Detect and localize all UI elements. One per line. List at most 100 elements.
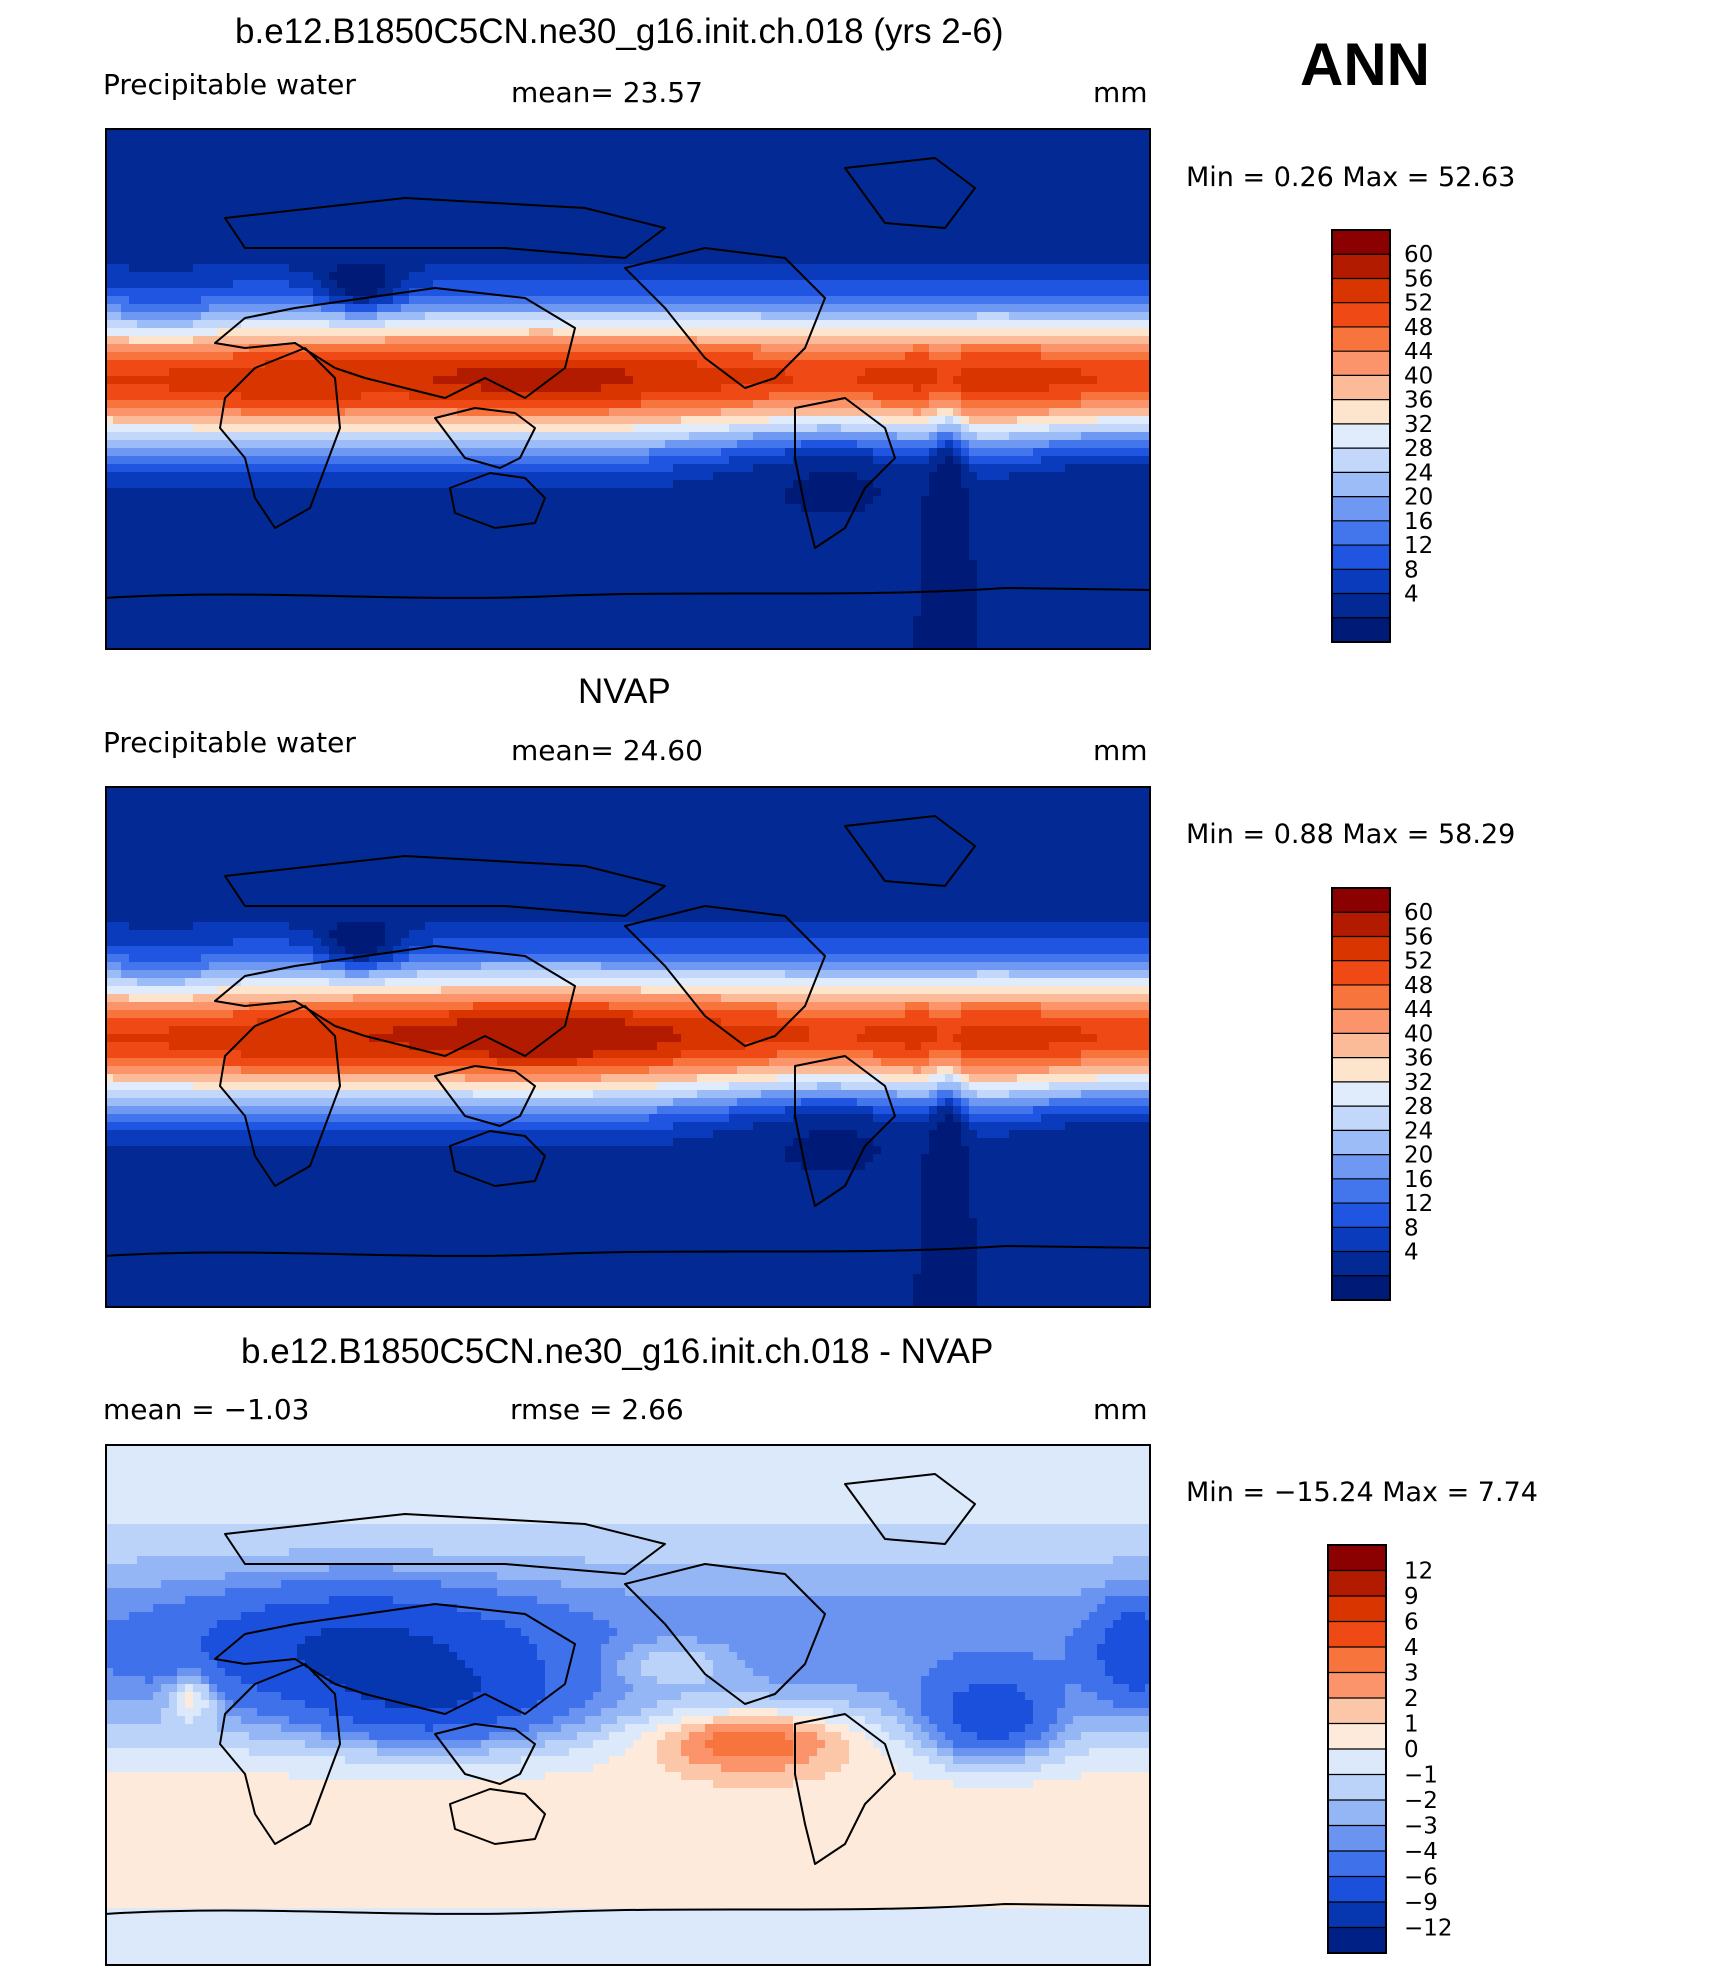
colorbar-swatch [1332, 302, 1390, 328]
colorbar-swatch [1332, 888, 1390, 913]
season-label: ANN [1300, 30, 1430, 99]
colorbar-tick-label: 4 [1404, 1240, 1419, 1266]
colorbar-swatch [1332, 1154, 1390, 1180]
panel3-colorbar: 12 9 6 4 3 2 1 0 −1 −2 −3 −4 −6 −9 −12 [1326, 1543, 1496, 1960]
colorbar-swatch [1332, 1203, 1390, 1228]
coastline [224, 197, 666, 259]
colorbar-tick-label: −1 [1404, 1763, 1438, 1789]
colorbar-swatch [1332, 617, 1390, 643]
colorbar-swatch [1328, 1672, 1386, 1699]
colorbar-tick-label: 48 [1404, 973, 1433, 999]
colorbar-swatch [1328, 1647, 1386, 1673]
panel2-units-label: mm [1093, 734, 1148, 767]
coastline [224, 1513, 666, 1575]
colorbar-swatch [1332, 569, 1390, 595]
panel1-title: b.e12.B1850C5CN.ne30_g16.init.ch.018 (yr… [235, 12, 1004, 52]
colorbar-tick-label: −4 [1404, 1839, 1438, 1865]
colorbar-swatch [1332, 1178, 1390, 1204]
coastline [844, 157, 976, 229]
colorbar-swatch [1328, 1774, 1386, 1801]
coastline [624, 247, 826, 389]
coastline [214, 945, 576, 1057]
colorbar-tick-label: 36 [1404, 1046, 1433, 1072]
colorbar-tick-label: 9 [1404, 1584, 1419, 1610]
colorbar-swatch [1332, 423, 1390, 449]
colorbar-swatch [1332, 399, 1390, 425]
colorbar-tick-label: 32 [1404, 1070, 1433, 1096]
colorbar-swatch [1328, 1545, 1386, 1571]
colorbar-swatch [1332, 1106, 1390, 1131]
colorbar-tick-label: 52 [1404, 291, 1433, 317]
colorbar-tick-label: 4 [1404, 1635, 1419, 1661]
colorbar-swatch [1328, 1621, 1386, 1648]
colorbar-swatch [1332, 936, 1390, 962]
coastline [219, 1005, 341, 1187]
panel2-title: NVAP [578, 672, 671, 712]
colorbar-swatch [1332, 1275, 1390, 1301]
colorbar-swatch [1332, 1227, 1390, 1253]
panel3-title: b.e12.B1850C5CN.ne30_g16.init.ch.018 - N… [241, 1332, 993, 1372]
coastline [214, 287, 576, 399]
colorbar-swatch [1332, 278, 1390, 304]
colorbar-tick-label: 56 [1404, 924, 1433, 950]
colorbar-tick-label: 48 [1404, 315, 1433, 341]
panel1-map [104, 128, 1154, 657]
colorbar-swatch [1332, 496, 1390, 522]
panel2-mean-label: mean= 24.60 [511, 734, 703, 767]
coastline [844, 815, 976, 887]
coastline [794, 397, 896, 549]
colorbar-swatch [1328, 1800, 1386, 1826]
panel1-minmax: Min = 0.26 Max = 52.63 [1186, 162, 1515, 193]
colorbar-swatch [1332, 1130, 1390, 1156]
colorbar-tick-label: 6 [1404, 1610, 1419, 1636]
colorbar-tick-label: 40 [1404, 1021, 1433, 1047]
colorbar-tick-label: 44 [1404, 339, 1433, 365]
colorbar-tick-label: 16 [1404, 509, 1433, 535]
colorbar-tick-label: 52 [1404, 949, 1433, 975]
colorbar-tick-label: 60 [1404, 242, 1433, 268]
colorbar-tick-label: 12 [1404, 533, 1433, 559]
coastline [794, 1713, 896, 1865]
colorbar-swatch [1328, 1927, 1386, 1954]
colorbar-tick-label: 36 [1404, 388, 1433, 414]
coastline [449, 1130, 546, 1187]
colorbar-tick-label: 3 [1404, 1661, 1419, 1687]
colorbar-swatch [1328, 1596, 1386, 1622]
colorbar-swatch [1332, 1251, 1390, 1277]
panel2-colorbar: 60 56 52 48 44 40 36 32 28 24 20 16 12 8 4 [1330, 886, 1490, 1307]
colorbar-tick-label: 12 [1404, 1559, 1433, 1585]
panel2-map [104, 786, 1154, 1315]
coastline [844, 1473, 976, 1545]
coastline [624, 1563, 826, 1705]
colorbar-swatch [1332, 1081, 1390, 1107]
colorbar-tick-label: −2 [1404, 1788, 1438, 1814]
colorbar-swatch [1328, 1698, 1386, 1724]
colorbar-swatch [1332, 472, 1390, 498]
colorbar-swatch [1332, 984, 1390, 1010]
colorbar-tick-label: 28 [1404, 1094, 1433, 1120]
colorbar-tick-label: 44 [1404, 997, 1433, 1023]
colorbar-swatch [1332, 375, 1390, 401]
colorbar-swatch [1328, 1570, 1386, 1597]
coastline [434, 407, 536, 469]
panel3-mean-label: mean = −1.03 [103, 1393, 309, 1426]
colorbar-swatch [1328, 1851, 1386, 1877]
colorbar-swatch [1332, 351, 1390, 376]
colorbar-tick-label: 28 [1404, 436, 1433, 462]
panel2-minmax: Min = 0.88 Max = 58.29 [1186, 819, 1515, 850]
colorbar-swatch [1332, 912, 1390, 937]
colorbar-swatch [1328, 1723, 1386, 1750]
coastline [224, 855, 666, 917]
colorbar-tick-label: −3 [1404, 1814, 1438, 1840]
colorbar-tick-label: 20 [1404, 1143, 1433, 1169]
colorbar-swatch [1332, 254, 1390, 279]
colorbar-swatch [1332, 326, 1390, 352]
coastline [624, 905, 826, 1047]
coastline [434, 1065, 536, 1127]
colorbar-tick-label: −6 [1404, 1865, 1438, 1891]
coastline [219, 347, 341, 529]
colorbar-swatch [1332, 960, 1390, 986]
colorbar-swatch [1332, 230, 1390, 255]
colorbar-swatch [1332, 448, 1390, 473]
coastline [794, 1055, 896, 1207]
